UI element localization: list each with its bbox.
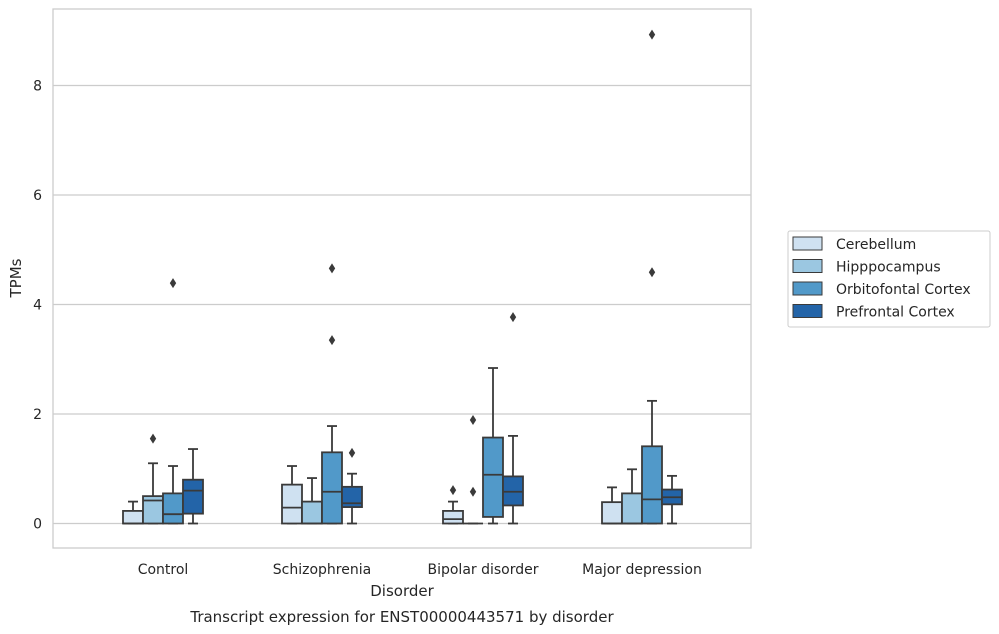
outlier-point — [648, 267, 656, 278]
box-mark — [142, 433, 164, 525]
box-body — [321, 451, 343, 525]
outlier-point — [449, 485, 457, 496]
box-mark — [601, 486, 623, 525]
box-mark — [301, 477, 323, 525]
outlier-point — [469, 486, 477, 497]
outlier-point — [169, 278, 177, 289]
box-body — [122, 510, 144, 525]
box-mark — [341, 447, 363, 525]
x-tick-label: Schizophrenia — [273, 562, 371, 578]
outlier-point — [469, 415, 477, 426]
y-tick-labels: 0 2 4 6 8 — [33, 79, 42, 533]
legend: Cerebellum Hipppocampus Orbitofontal Corte… — [787, 230, 991, 328]
series-cerebellum — [122, 465, 623, 525]
box-body — [641, 445, 663, 525]
legend-label: Cerebellum — [836, 237, 916, 253]
legend-label: Orbitofontal Cortex — [836, 282, 971, 298]
box-body — [601, 501, 623, 525]
y-tick-label: 8 — [33, 79, 42, 95]
box-body — [182, 478, 204, 515]
box-body — [621, 492, 643, 525]
box-mark — [641, 29, 663, 525]
series-hipppocampus — [142, 415, 643, 525]
x-tick-label: Control — [138, 562, 189, 578]
y-tick-label: 2 — [33, 407, 42, 423]
box-mark — [502, 312, 524, 525]
outlier-point — [149, 433, 157, 444]
box-mark — [621, 468, 643, 525]
y-tick-label: 0 — [33, 517, 42, 533]
box-mark — [463, 415, 483, 525]
outlier-point — [348, 447, 356, 458]
series-prefrontal-cortex — [182, 312, 683, 525]
x-tick-labels: Control Schizophrenia Bipolar disorder Majo… — [138, 562, 702, 578]
box-body — [482, 436, 504, 518]
legend-swatch — [792, 304, 823, 318]
x-tick-label: Major depression — [582, 562, 702, 578]
plot-area-frame — [52, 8, 752, 549]
box-mark — [661, 474, 683, 525]
y-tick-label: 6 — [33, 188, 42, 204]
legend-swatch — [792, 236, 823, 251]
box-mark — [122, 500, 144, 525]
box-mark — [281, 465, 303, 525]
legend-label: Prefrontal Cortex — [836, 305, 955, 321]
box-mark — [321, 263, 343, 525]
series-orbitofontal-cortex — [162, 29, 663, 525]
box-mark — [182, 448, 204, 525]
box-body — [301, 500, 323, 525]
outlier-point — [328, 335, 336, 346]
outlier-point — [328, 263, 336, 274]
y-tick-label: 4 — [33, 298, 42, 314]
box-mark — [442, 485, 464, 525]
x-tick-label: Bipolar disorder — [427, 562, 538, 578]
outlier-point — [648, 29, 656, 40]
box-mark — [162, 278, 184, 525]
box-body — [442, 510, 464, 525]
box-body — [341, 485, 363, 508]
chart-caption: Transcript expression for ENST0000044357… — [189, 608, 614, 626]
legend-swatch — [792, 281, 823, 296]
outlier-point — [509, 312, 517, 323]
box-mark — [482, 367, 504, 525]
x-axis-title: Disorder — [370, 582, 434, 600]
legend-swatch — [792, 259, 823, 273]
box-body — [162, 492, 184, 525]
legend-label: Hipppocampus — [836, 260, 941, 276]
box-body — [281, 483, 303, 525]
y-axis-title: TPMs — [7, 258, 25, 298]
legend-frame — [787, 230, 991, 328]
box-series — [122, 29, 683, 525]
